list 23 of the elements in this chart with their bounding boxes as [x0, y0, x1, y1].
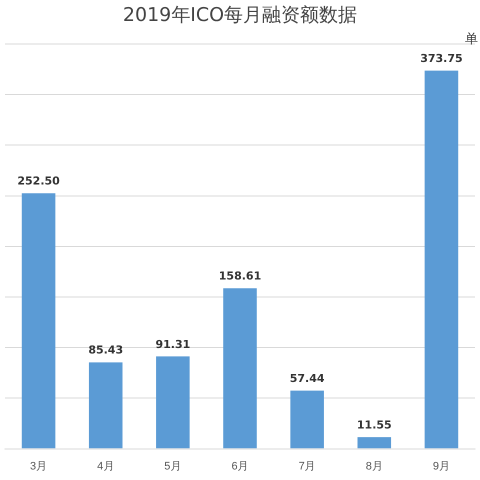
data-label: 85.43 [88, 344, 124, 357]
annotation: 单 [465, 31, 478, 48]
x-tick-label: 6月 [231, 460, 249, 472]
data-label: 158.61 [218, 270, 262, 283]
x-tick-label: 5月 [164, 460, 182, 472]
data-label: 57.44 [290, 372, 325, 386]
x-tick-label: 4月 [97, 460, 114, 472]
data-label: 373.75 [420, 52, 463, 65]
bar [358, 437, 392, 448]
bar [223, 288, 257, 448]
bar [156, 356, 190, 448]
data-label: 91.31 [155, 338, 190, 351]
data-label: 11.55 [356, 418, 392, 432]
data-label: 252.50 [17, 174, 60, 188]
bar [22, 193, 56, 448]
chart-title: 2019年ICO每月融资额数据 [122, 3, 358, 28]
bar [88, 362, 122, 448]
x-tick-label: 3月 [30, 460, 48, 472]
x-tick-label: 8月 [366, 460, 383, 472]
bar [424, 70, 458, 448]
bar [290, 390, 324, 448]
x-tick-label: 9月 [432, 460, 450, 472]
x-tick-label: 7月 [298, 460, 316, 472]
